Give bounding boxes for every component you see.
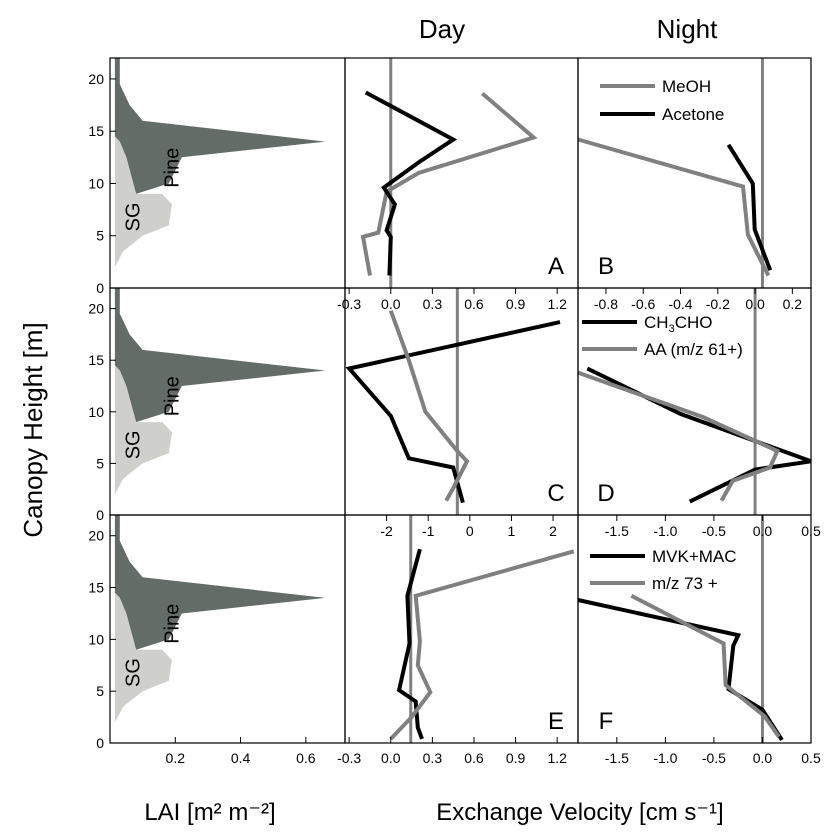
lai-area-pine-row-1 bbox=[114, 58, 326, 194]
pine-area-label: Pine bbox=[162, 604, 184, 644]
x-tick-label: 0.9 bbox=[506, 750, 526, 766]
axes bbox=[109, 57, 812, 744]
x-axis-title-lai: LAI [m² m⁻²] bbox=[144, 799, 275, 826]
panel-letter-F: F bbox=[599, 708, 614, 735]
panel-letter-C: C bbox=[547, 480, 564, 507]
legend-label: AA (m/z 61+) bbox=[644, 340, 743, 359]
panel-letter-D: D bbox=[597, 480, 614, 507]
series-line-m-z-73--E bbox=[389, 549, 575, 741]
x-tick-label: 0.6 bbox=[296, 750, 316, 766]
x-tick-label: -0.4 bbox=[668, 296, 692, 312]
series-line-m-z-73--F bbox=[630, 594, 781, 738]
y-tick-label: 15 bbox=[88, 352, 104, 368]
series-lines bbox=[345, 58, 812, 743]
x-tick-label: 0.9 bbox=[506, 296, 526, 312]
x-tick-label: 0.6 bbox=[464, 750, 484, 766]
y-tick-label: 0 bbox=[96, 507, 104, 523]
lai-areas bbox=[114, 58, 326, 723]
x-tick-label: -2 bbox=[380, 523, 393, 539]
sg-area-label: SG bbox=[122, 658, 144, 687]
series-line-aa-m-z-61--C bbox=[388, 310, 470, 502]
series-line-aa-m-z-61--D bbox=[577, 370, 781, 502]
x-tick-label: 0.6 bbox=[464, 296, 484, 312]
x-tick-label: 0.4 bbox=[231, 750, 251, 766]
series-line-ch3cho-C bbox=[345, 320, 561, 504]
y-tick-label: 0 bbox=[96, 280, 104, 296]
y-tick-label: 20 bbox=[88, 528, 104, 544]
legend-label: CH3CHO bbox=[644, 313, 712, 335]
y-tick-label: 0 bbox=[96, 735, 104, 751]
column-title-day: Day bbox=[419, 14, 465, 44]
y-tick-label: 10 bbox=[88, 631, 104, 647]
y-tick-label: 15 bbox=[88, 123, 104, 139]
x-tick-label: 0.5 bbox=[801, 750, 821, 766]
x-tick-label: 2 bbox=[549, 523, 557, 539]
panel-letter-A: A bbox=[548, 253, 564, 280]
x-tick-label: 0.5 bbox=[801, 523, 821, 539]
x-tick-label: -1.0 bbox=[653, 750, 677, 766]
x-tick-label: 0.2 bbox=[166, 750, 186, 766]
x-tick-label: -1 bbox=[422, 523, 435, 539]
lai-area-sg-row-1 bbox=[114, 136, 172, 268]
y-tick-label: 5 bbox=[96, 683, 104, 699]
x-tick-label: -0.8 bbox=[594, 296, 618, 312]
y-tick-label: 20 bbox=[88, 301, 104, 317]
legend-label: MeOH bbox=[662, 77, 711, 96]
x-tick-label: -0.6 bbox=[631, 296, 655, 312]
x-tick-label: -1.5 bbox=[605, 750, 629, 766]
text-labels: PineSG51015200PineSG51015200PineSG510152… bbox=[88, 71, 821, 826]
lai-area-pine-row-2 bbox=[114, 288, 326, 423]
y-tick-label: 20 bbox=[88, 71, 104, 87]
y-tick-label: 15 bbox=[88, 580, 104, 596]
x-tick-label: -0.5 bbox=[702, 523, 726, 539]
lai-area-sg-row-2 bbox=[114, 365, 172, 495]
panel-letter-B: B bbox=[598, 253, 614, 280]
x-tick-label: 1.2 bbox=[547, 750, 567, 766]
x-tick-label: -0.2 bbox=[706, 296, 730, 312]
series-line-meoh-B bbox=[577, 137, 771, 277]
x-tick-label: 0 bbox=[466, 523, 474, 539]
series-line-acetone-B bbox=[726, 143, 773, 271]
x-axis-title-exchange-velocity: Exchange Velocity [cm s⁻¹] bbox=[436, 799, 723, 826]
sg-area-label: SG bbox=[122, 202, 144, 231]
x-tick-label: 0.3 bbox=[423, 296, 443, 312]
panel-frame bbox=[577, 514, 812, 744]
y-tick-label: 10 bbox=[88, 175, 104, 191]
x-tick-label: 1 bbox=[508, 523, 516, 539]
panel-letter-E: E bbox=[548, 708, 564, 735]
x-tick-label: 0.0 bbox=[381, 750, 401, 766]
x-tick-label: 0.0 bbox=[753, 750, 773, 766]
lai-area-sg-row-3 bbox=[114, 592, 172, 723]
y-axis-title: Canopy Height [m] bbox=[18, 322, 48, 537]
lai-area-pine-row-3 bbox=[114, 515, 326, 650]
x-tick-label: 0.2 bbox=[783, 296, 803, 312]
y-tick-label: 5 bbox=[96, 455, 104, 471]
x-tick-label: 0.0 bbox=[381, 296, 401, 312]
x-tick-label: -0.5 bbox=[702, 750, 726, 766]
x-tick-label: -0.3 bbox=[337, 750, 361, 766]
x-tick-label: 0.0 bbox=[745, 296, 765, 312]
sg-area-label: SG bbox=[122, 430, 144, 459]
panel-frame bbox=[344, 57, 579, 289]
pine-area-label: Pine bbox=[161, 148, 183, 188]
series-line-mvk-mac-E bbox=[396, 548, 424, 740]
pine-area-label: Pine bbox=[162, 376, 184, 416]
x-tick-label: -1.5 bbox=[605, 523, 629, 539]
series-line-acetone-A bbox=[364, 90, 458, 276]
x-tick-label: 0.3 bbox=[423, 750, 443, 766]
y-tick-label: 10 bbox=[88, 404, 104, 420]
legend-label: MVK+MAC bbox=[652, 547, 737, 566]
legend-label: m/z 73 + bbox=[652, 574, 718, 593]
x-tick-label: 1.2 bbox=[547, 296, 567, 312]
panel-frame bbox=[344, 514, 579, 744]
y-tick-label: 5 bbox=[96, 228, 104, 244]
column-title-night: Night bbox=[657, 14, 718, 44]
x-tick-label: -1.0 bbox=[653, 523, 677, 539]
legend-label: Acetone bbox=[662, 105, 724, 124]
x-tick-label: 0.0 bbox=[753, 523, 773, 539]
x-tick-label: -0.3 bbox=[337, 296, 361, 312]
